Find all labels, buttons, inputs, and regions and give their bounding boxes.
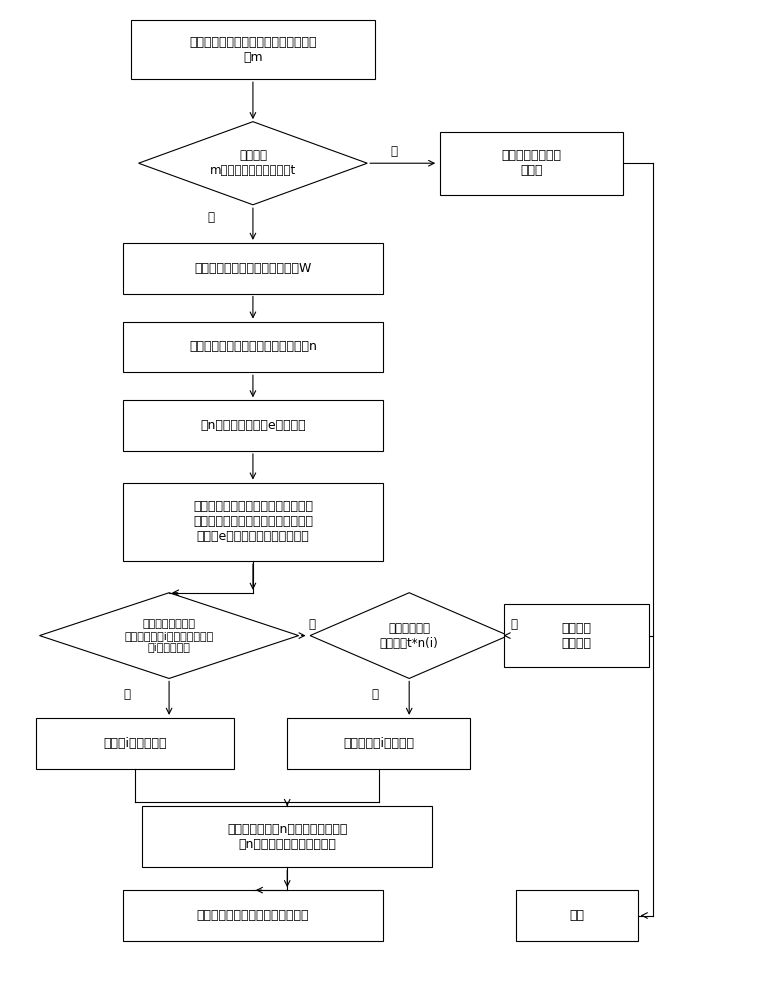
Text: 返回任务
失败消息: 返回任务 失败消息: [562, 622, 592, 650]
FancyBboxPatch shape: [123, 890, 382, 941]
Text: 返回无法分配的提
示消息: 返回无法分配的提 示消息: [501, 149, 562, 177]
Text: 否: 否: [510, 618, 517, 631]
Text: 重新分配第i个任务包: 重新分配第i个任务包: [343, 737, 414, 750]
Text: 服务器端整合共n个任务包分别对应
的n个中间结果作为开发结果: 服务器端整合共n个任务包分别对应 的n个中间结果作为开发结果: [227, 823, 347, 851]
Text: 结束: 结束: [569, 909, 584, 922]
Text: 向数个用户端发出邀约信号，并在接
收到用户端发出的承诺信号之后，向
其中的e个用户端分别发送任务包: 向数个用户端发出邀约信号，并在接 收到用户端发出的承诺信号之后，向 其中的e个用…: [193, 500, 313, 543]
Text: 存储第i个中间结果: 存储第i个中间结果: [103, 737, 167, 750]
Text: 将n个任务包分配给e位工程师: 将n个任务包分配给e位工程师: [200, 419, 306, 432]
Text: 时间到期时，判断
是否接收到第i个任务包对应的
第i个中间结果: 时间到期时，判断 是否接收到第i个任务包对应的 第i个中间结果: [125, 619, 213, 652]
Text: 指定时长
m是否大于等于单位时间t: 指定时长 m是否大于等于单位时间t: [210, 149, 296, 177]
Text: 服务器端将开发结果发送至客户端: 服务器端将开发结果发送至客户端: [197, 909, 309, 922]
Polygon shape: [310, 593, 508, 678]
FancyBboxPatch shape: [504, 604, 649, 667]
Polygon shape: [138, 122, 367, 205]
Text: 确定开发任务需要分割的任务包数量n: 确定开发任务需要分割的任务包数量n: [189, 340, 317, 353]
FancyBboxPatch shape: [440, 132, 623, 195]
FancyBboxPatch shape: [123, 243, 382, 294]
Text: 服务器从客户端接收开发任务和指定时
长m: 服务器从客户端接收开发任务和指定时 长m: [189, 36, 317, 64]
Text: 是: 是: [371, 688, 379, 701]
FancyBboxPatch shape: [123, 483, 382, 561]
Text: 评估的出开发任务的总体工作量W: 评估的出开发任务的总体工作量W: [194, 262, 311, 275]
Polygon shape: [40, 593, 298, 678]
Text: 是: 是: [207, 211, 214, 224]
FancyBboxPatch shape: [123, 400, 382, 451]
Text: 否: 否: [390, 145, 398, 158]
Text: 否: 否: [309, 618, 316, 631]
FancyBboxPatch shape: [287, 718, 470, 769]
FancyBboxPatch shape: [142, 806, 432, 867]
Text: 剩余时间是否
大于等于t*n(i): 剩余时间是否 大于等于t*n(i): [379, 622, 438, 650]
FancyBboxPatch shape: [516, 890, 638, 941]
FancyBboxPatch shape: [131, 20, 375, 79]
FancyBboxPatch shape: [36, 718, 234, 769]
FancyBboxPatch shape: [123, 322, 382, 372]
Text: 是: 是: [124, 688, 131, 701]
